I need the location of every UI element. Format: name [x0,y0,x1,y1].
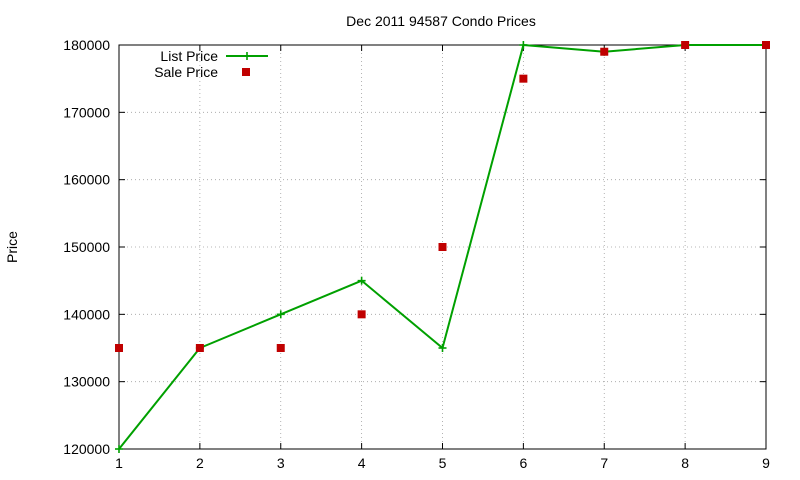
x-tick-label: 1 [115,455,123,471]
x-tick-label: 6 [519,455,527,471]
y-tick-label: 120000 [63,441,110,457]
y-tick-label: 180000 [63,37,110,53]
list-price-point [519,41,528,49]
y-tick-label: 150000 [63,239,110,255]
y-tick-label: 130000 [63,374,110,390]
x-tick-label: 9 [762,455,770,471]
list-price-point [115,445,123,453]
list-price-point [438,344,447,352]
y-tick-label: 170000 [63,104,110,120]
legend-label: Sale Price [154,64,218,80]
sale-price-point [357,310,366,319]
series-layer [115,41,770,453]
x-tick-label: 2 [196,455,204,471]
sale-price-point [438,243,447,251]
y-tick-label: 160000 [63,172,110,188]
list-price-point [276,310,285,319]
sale-price-point [195,344,204,352]
x-tick-label: 8 [681,455,689,471]
sale-price-point [276,344,285,352]
sale-price-point [600,47,609,56]
list-price-point [357,276,366,285]
x-tick-label: 4 [358,455,366,471]
grid [119,45,766,449]
x-tick-label: 7 [600,455,608,471]
y-tick-label: 140000 [63,306,110,322]
y-axis-label: Price [4,231,20,263]
sale-price-point [681,41,690,49]
legend-swatch-marker [243,52,251,60]
legend-swatch-marker [242,68,250,76]
chart-title: Dec 2011 94587 Condo Prices [346,13,536,29]
sale-price-point [115,344,123,352]
sale-price-point [762,41,770,49]
sale-price-point [519,74,528,83]
legend-label: List Price [160,48,218,64]
x-tick-label: 3 [277,455,285,471]
tick-labels: 1 2 3 4 5 6 7 8 9 120000 130000 140000 150000 160000 1… [63,37,770,471]
x-tick-label: 5 [439,455,447,471]
